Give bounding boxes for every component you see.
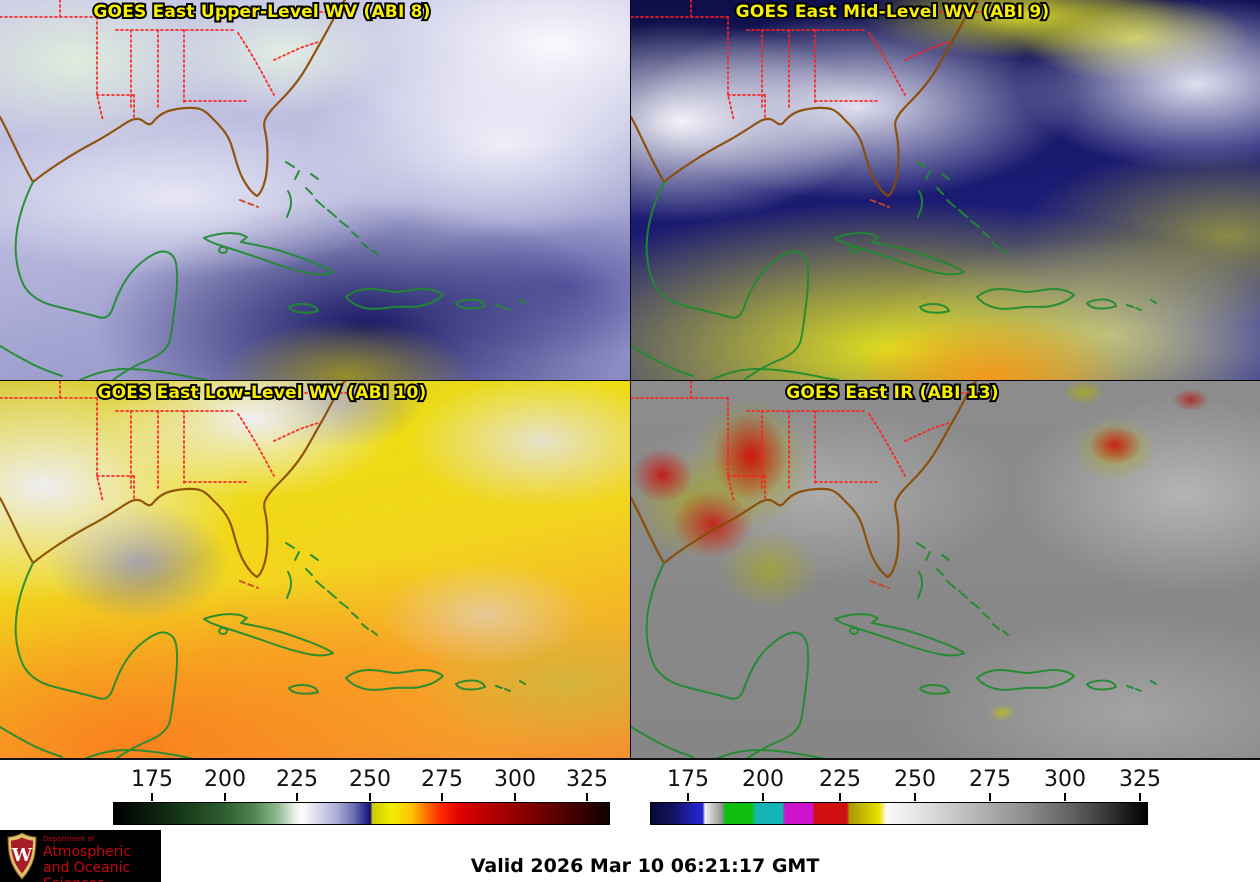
tick-label: 175 [131,767,173,792]
panel-title-abi9: GOES East Mid-Level WV (ABI 9) [734,0,1051,24]
panel-low-level-wv: GOES East Low-Level WV (ABI 10) [0,380,630,760]
panel-mid-level-wv: GOES East Mid-Level WV (ABI 9) [630,0,1260,380]
tick-label: 200 [742,767,784,792]
ir-colorbar: 175 200 225 250 275 300 325 [650,766,1161,825]
logo-name-line1: Atmospheric [43,844,132,860]
ir-colorbar-tick-labels: 175 200 225 250 275 300 325 [650,766,1161,793]
coastline-map-overlay [631,0,1158,380]
svg-text:W: W [11,845,33,866]
tick-label: 250 [894,767,936,792]
tick-label: 250 [349,767,391,792]
panel-ir: GOES East IR (ABI 13) [630,380,1260,760]
logo-text: Department of Atmospheric and Oceanic Sc… [43,835,161,882]
logo-department-line: Department of [43,835,95,843]
tick-label: 225 [276,767,318,792]
uw-aos-logo: W Department of Atmospheric and Oceanic … [0,830,161,882]
ir-colorbar-gradient [650,802,1148,825]
satellite-quad-grid: GOES East Upper-Level WV (ABI 8) GOES Ea… [0,0,1260,760]
tick-label: 300 [494,767,536,792]
tick-label: 275 [421,767,463,792]
panel-title-abi8: GOES East Upper-Level WV (ABI 8) [91,0,432,24]
coastline-map-overlay [0,381,527,758]
coastline-map-overlay [631,381,1158,758]
tick-label: 275 [969,767,1011,792]
panel-title-abi10: GOES East Low-Level WV (ABI 10) [95,381,428,405]
ir-colorbar-tick-marks [650,793,1148,802]
tick-label: 300 [1044,767,1086,792]
wv-colorbar: 175 200 225 250 275 300 325 [113,766,610,825]
tick-label: 175 [667,767,709,792]
valid-time-label: Valid 2026 Mar 10 06:21:17 GMT [470,855,820,877]
panel-title-abi13: GOES East IR (ABI 13) [784,381,1000,405]
tick-label: 225 [819,767,861,792]
tick-label: 200 [204,767,246,792]
tick-label: 325 [566,767,608,792]
wv-colorbar-gradient [113,802,610,825]
tick-label: 325 [1119,767,1161,792]
uw-crest-icon: W [7,832,37,880]
coastline-map-overlay [0,0,527,380]
logo-name-line2: and Oceanic Sciences [43,860,131,882]
panel-upper-level-wv: GOES East Upper-Level WV (ABI 8) [0,0,630,380]
wv-colorbar-tick-labels: 175 200 225 250 275 300 325 [113,766,610,793]
wv-colorbar-tick-marks [113,793,610,802]
